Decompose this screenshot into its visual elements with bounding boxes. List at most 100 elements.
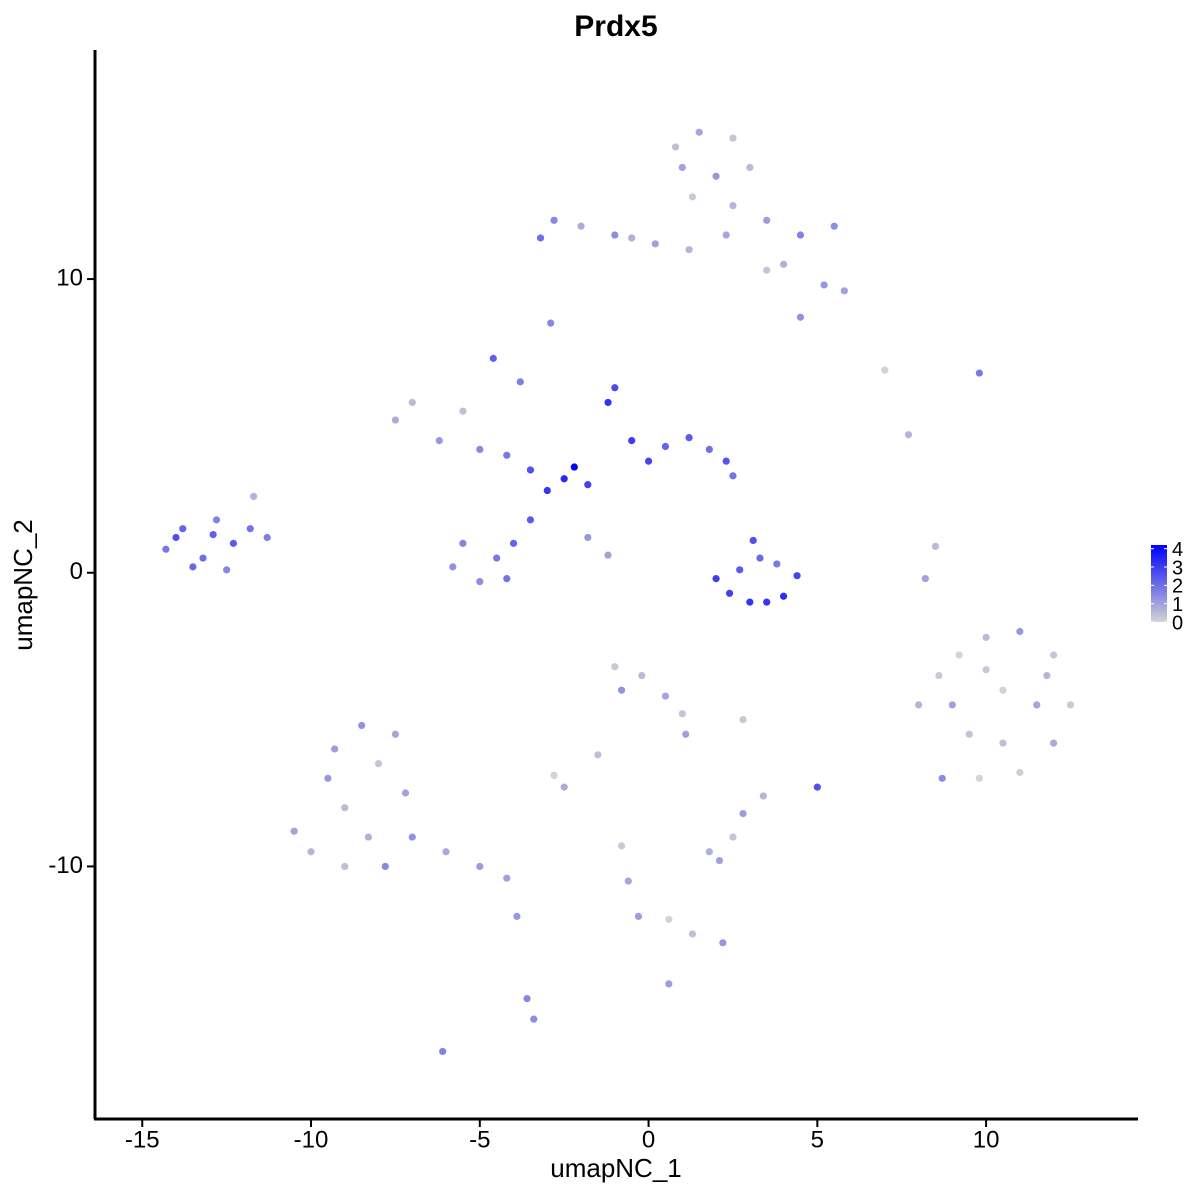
point bbox=[678, 710, 686, 718]
point bbox=[763, 598, 771, 606]
point bbox=[715, 856, 724, 865]
point bbox=[523, 994, 531, 1003]
point bbox=[442, 848, 450, 856]
point bbox=[503, 575, 511, 583]
point bbox=[982, 666, 990, 674]
point bbox=[999, 686, 1007, 694]
colorbar-tick-label: 2 bbox=[1172, 576, 1183, 598]
point bbox=[638, 671, 646, 680]
point bbox=[530, 1015, 538, 1023]
points bbox=[162, 128, 1075, 1056]
point bbox=[881, 366, 889, 374]
point bbox=[476, 577, 484, 586]
point bbox=[1066, 701, 1075, 709]
point bbox=[1050, 739, 1058, 747]
point bbox=[439, 1047, 447, 1056]
point bbox=[1016, 768, 1024, 777]
point bbox=[921, 575, 929, 583]
point bbox=[948, 701, 956, 709]
point bbox=[651, 240, 659, 248]
point bbox=[739, 715, 747, 724]
point bbox=[712, 575, 720, 583]
point bbox=[229, 539, 237, 547]
point bbox=[682, 730, 690, 738]
point bbox=[560, 783, 568, 791]
point bbox=[364, 833, 373, 841]
chart-title: Prdx5 bbox=[574, 10, 657, 43]
point bbox=[763, 216, 771, 224]
point bbox=[381, 862, 389, 871]
point bbox=[665, 915, 673, 923]
point bbox=[840, 287, 848, 295]
point bbox=[830, 222, 838, 230]
point bbox=[435, 436, 443, 445]
point bbox=[543, 486, 551, 495]
point bbox=[594, 751, 602, 759]
point bbox=[246, 525, 254, 533]
point bbox=[1050, 651, 1058, 659]
point bbox=[611, 663, 619, 671]
x-tick-label: 10 bbox=[973, 1126, 1000, 1153]
point bbox=[617, 842, 626, 850]
point bbox=[560, 475, 568, 483]
point bbox=[570, 463, 578, 471]
point bbox=[644, 457, 653, 465]
point bbox=[550, 216, 558, 224]
point bbox=[611, 231, 619, 239]
point bbox=[779, 260, 788, 268]
y-tick-label: 0 bbox=[70, 558, 83, 585]
point bbox=[796, 313, 805, 321]
point bbox=[749, 536, 757, 545]
point bbox=[725, 589, 734, 597]
point bbox=[604, 398, 612, 407]
point bbox=[685, 246, 693, 254]
point bbox=[172, 533, 180, 542]
point bbox=[459, 539, 467, 547]
y-tick-label: -10 bbox=[48, 852, 83, 879]
point bbox=[759, 792, 767, 800]
point bbox=[212, 516, 221, 524]
colorbar-tick-label: 3 bbox=[1172, 557, 1183, 579]
point bbox=[729, 134, 737, 142]
point bbox=[678, 163, 686, 172]
point bbox=[982, 633, 990, 641]
point bbox=[914, 701, 923, 709]
x-tick-label: 5 bbox=[811, 1126, 824, 1153]
point bbox=[493, 554, 501, 562]
point bbox=[746, 163, 754, 172]
point bbox=[550, 771, 558, 779]
point bbox=[290, 827, 298, 835]
point bbox=[391, 416, 400, 424]
point bbox=[1043, 671, 1051, 680]
y-tick-label: 10 bbox=[56, 264, 83, 291]
point bbox=[935, 671, 943, 680]
y-axis-title: umapNC_2 bbox=[8, 519, 38, 651]
point bbox=[341, 804, 349, 812]
point bbox=[250, 492, 258, 500]
point bbox=[341, 862, 349, 871]
point bbox=[1033, 701, 1041, 709]
colorbar-tick-label: 0 bbox=[1172, 612, 1183, 634]
point bbox=[624, 877, 632, 885]
point bbox=[584, 481, 592, 489]
point bbox=[904, 431, 913, 439]
point bbox=[307, 848, 315, 856]
x-tick-label: 0 bbox=[642, 1126, 655, 1153]
point bbox=[779, 592, 788, 600]
point bbox=[374, 760, 383, 768]
point bbox=[661, 442, 670, 451]
colorbar bbox=[1151, 545, 1167, 622]
point bbox=[661, 692, 670, 700]
point bbox=[628, 436, 636, 445]
point bbox=[736, 566, 744, 574]
point bbox=[536, 234, 545, 242]
point bbox=[796, 231, 805, 239]
point bbox=[459, 407, 467, 415]
point bbox=[671, 143, 680, 151]
point bbox=[489, 354, 497, 362]
point bbox=[975, 369, 983, 377]
point bbox=[965, 730, 973, 738]
point bbox=[955, 651, 963, 659]
point bbox=[688, 193, 697, 201]
